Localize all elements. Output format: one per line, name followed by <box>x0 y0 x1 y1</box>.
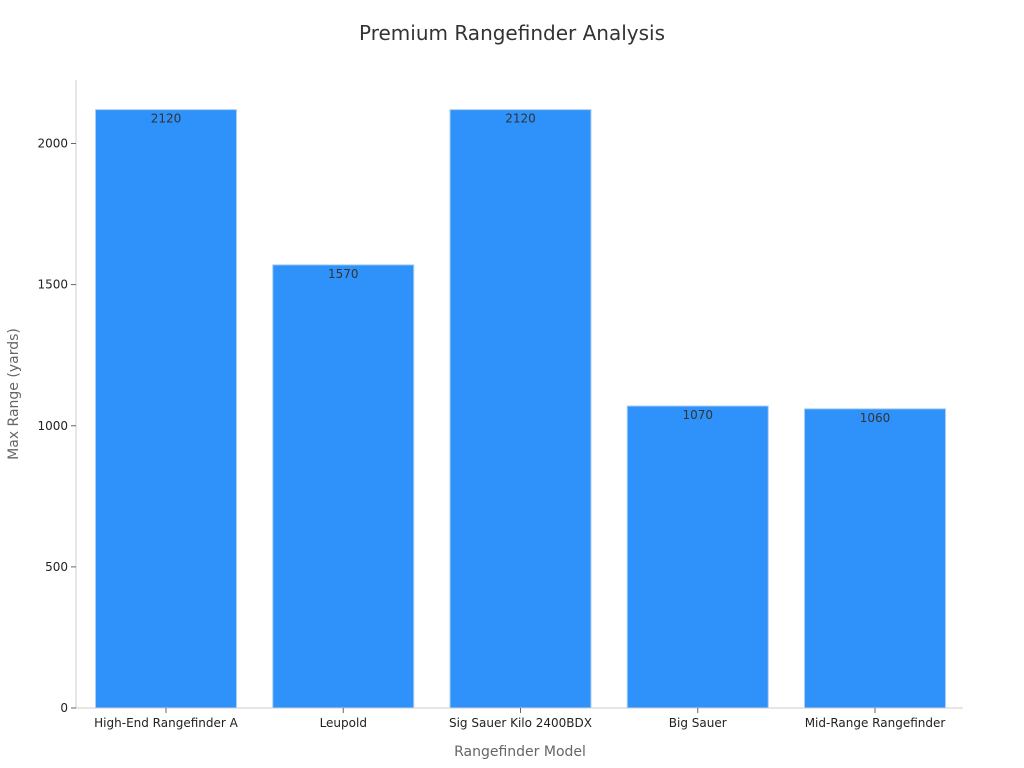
x-ticks-group: High-End Rangefinder A Leupold Sig Sauer K… <box>94 708 945 730</box>
y-tick-label: 500 <box>45 560 68 574</box>
data-labels-group: 2120 1570 2120 1070 1060 <box>151 112 891 425</box>
bar <box>804 408 946 709</box>
bars-group <box>95 109 946 709</box>
y-ticks-group: 0 500 1000 1500 2000 <box>37 137 76 715</box>
bar <box>626 405 769 709</box>
data-label: 1060 <box>860 411 891 425</box>
data-label: 1070 <box>682 408 713 422</box>
bar <box>272 264 415 709</box>
data-label: 2120 <box>151 112 182 126</box>
y-tick-label: 1000 <box>37 419 68 433</box>
bar <box>449 109 592 709</box>
x-tick-label: Mid-Range Rangefinder <box>805 716 946 730</box>
data-label: 1570 <box>328 267 359 281</box>
y-tick-label: 1500 <box>37 278 68 292</box>
data-label: 2120 <box>505 112 536 126</box>
x-tick-label: Sig Sauer Kilo 2400BDX <box>449 716 592 730</box>
y-axis-title: Max Range (yards) <box>6 328 22 460</box>
y-tick-label: 2000 <box>37 137 68 151</box>
bar <box>95 109 237 709</box>
x-axis-title: Rangefinder Model <box>454 744 586 760</box>
chart-title: Premium Rangefinder Analysis <box>359 21 665 45</box>
y-tick-label: 0 <box>60 701 68 715</box>
x-tick-label: High-End Rangefinder A <box>94 716 238 730</box>
x-tick-label: Big Sauer <box>669 716 727 730</box>
x-tick-label: Leupold <box>320 716 367 730</box>
